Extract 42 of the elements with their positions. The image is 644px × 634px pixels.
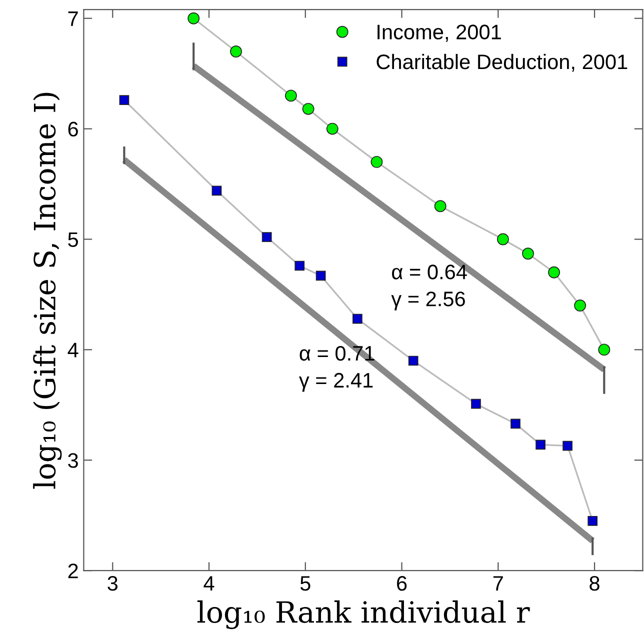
point (370, 156, 383, 168)
y-tick-label: 6 (68, 122, 78, 137)
point (302, 102, 314, 115)
x-tick-label: 3 (108, 576, 118, 591)
point (230, 46, 242, 58)
point (119, 95, 130, 106)
y-tick-label: 3 (68, 453, 78, 468)
point (548, 266, 560, 278)
x-tick-label: 5 (300, 576, 310, 591)
y-tick-label: 7 (68, 12, 78, 26)
point (496, 233, 509, 246)
legend-label: Charitable Deduction, 2001 (376, 54, 628, 72)
point (510, 418, 520, 429)
point (262, 232, 272, 242)
point (471, 398, 481, 409)
y-tick-label: 2 (68, 564, 78, 578)
point (408, 356, 418, 366)
point (188, 12, 200, 24)
annotation: α = 0.64 γ = 2.56 (391, 264, 467, 310)
x-tick-label: 6 (397, 576, 407, 591)
point (326, 122, 338, 135)
x-tick-label: 7 (493, 576, 503, 591)
annotation: α = 0.71 γ = 2.41 (299, 346, 374, 392)
legend-label: Income, 2001 (378, 24, 501, 42)
point (316, 270, 326, 281)
x-tick-label: 8 (590, 576, 600, 591)
point (574, 300, 586, 312)
point (434, 200, 446, 212)
point (536, 440, 546, 450)
point (562, 440, 572, 451)
y-tick-label: 4 (68, 342, 78, 358)
x-axis-title: log₁₀ Rank individual r (197, 600, 530, 630)
y-axis-title: log₁₀ (Gift size S, Income I) (33, 92, 62, 489)
point (598, 344, 610, 356)
point (284, 90, 297, 102)
point (212, 186, 222, 196)
x-tick-label: 4 (204, 576, 214, 591)
point (294, 260, 305, 271)
point (352, 314, 362, 324)
y-tick-label: 5 (68, 232, 78, 247)
point (588, 516, 598, 526)
point (522, 248, 534, 260)
